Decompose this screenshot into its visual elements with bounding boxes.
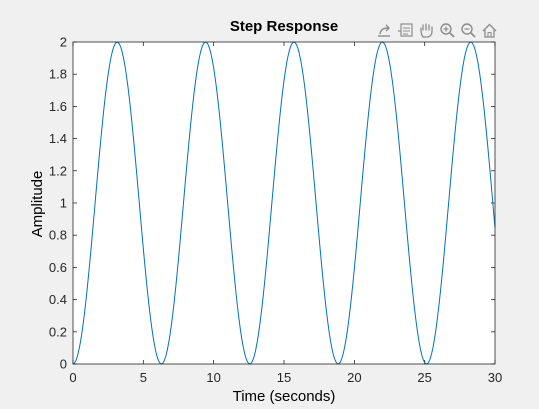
zoom-out-button[interactable] — [459, 21, 478, 40]
y-tick-label: 0 — [60, 357, 67, 372]
y-tick-label: 0.6 — [49, 260, 67, 275]
x-tick-label: 15 — [277, 370, 291, 385]
y-tick-label: 2 — [60, 35, 67, 50]
x-tick-label: 5 — [140, 370, 147, 385]
x-tick-label: 20 — [347, 370, 361, 385]
data-cursor-icon — [398, 22, 413, 37]
x-tick-label: 25 — [417, 370, 431, 385]
axes-box — [72, 41, 496, 365]
home-button[interactable] — [480, 21, 499, 40]
y-tick-label: 0.4 — [49, 292, 67, 307]
pan-button[interactable] — [417, 21, 436, 40]
chart-title: Step Response — [230, 18, 338, 35]
zoom-out-icon — [461, 22, 476, 38]
zoom-in-button[interactable] — [438, 21, 457, 40]
zoom-in-icon — [440, 22, 455, 38]
y-axis-label: Amplitude — [29, 171, 46, 238]
data-cursor-button[interactable] — [396, 21, 415, 40]
axes-background — [73, 42, 495, 364]
pan-icon — [420, 22, 433, 38]
x-tick-label: 10 — [206, 370, 220, 385]
tick-labels: 0 5 10 15 20 25 30 0 0.2 0.4 0.6 0.8 1 1.2 1.4 1.6 1.8 2 — [49, 35, 502, 386]
axes-toolbar — [375, 20, 499, 40]
y-tick-label: 1.8 — [49, 67, 67, 82]
home-icon — [482, 23, 497, 38]
y-tick-label: 1.4 — [49, 131, 67, 146]
y-tick-label: 0.2 — [49, 324, 67, 339]
export-icon — [378, 24, 390, 37]
x-axis-label: Time (seconds) — [233, 388, 336, 405]
x-tick-label: 0 — [69, 370, 76, 385]
y-tick-label: 1.6 — [49, 99, 67, 114]
series-line — [72, 41, 496, 365]
y-tick-label: 1 — [60, 196, 67, 211]
export-button[interactable] — [375, 21, 394, 40]
y-tick-label: 0.8 — [49, 228, 67, 243]
x-tick-label: 30 — [488, 370, 502, 385]
y-tick-label: 1.2 — [49, 163, 67, 178]
